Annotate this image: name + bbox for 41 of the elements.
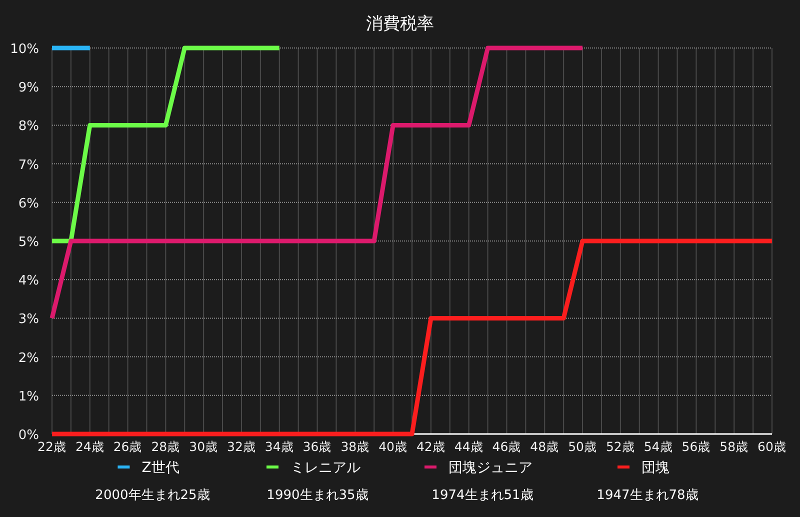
x-tick-label: 52歳 xyxy=(606,439,635,454)
x-tick-label: 46歳 xyxy=(492,439,522,454)
x-tick-label: 58歳 xyxy=(720,439,749,454)
x-tick-label: 56歳 xyxy=(682,439,711,454)
x-tick-label: 44歳 xyxy=(454,439,484,454)
legend-label: 団塊ジュニア xyxy=(448,460,532,476)
legend-label: ミレニアル xyxy=(290,460,360,476)
x-tick-label: 50歳 xyxy=(568,439,597,454)
y-tick-label: 1% xyxy=(18,389,39,404)
x-tick-label: 40歳 xyxy=(378,439,408,454)
chart-title: 消費税率 xyxy=(366,14,434,34)
x-tick-label: 26歳 xyxy=(113,439,142,454)
text: 2000年生まれ25歳 xyxy=(95,488,210,503)
y-tick-label: 7% xyxy=(18,158,39,173)
x-tick-label: 22歳 xyxy=(38,439,66,454)
y-tick-label: 2% xyxy=(18,350,39,366)
x-tick-label: 54歳 xyxy=(644,439,673,454)
x-tick-label: 32歳 xyxy=(227,439,256,454)
line-series xyxy=(50,46,585,320)
y-tick-label: 5% xyxy=(18,235,39,250)
y-tick-label: 3% xyxy=(18,312,39,328)
y-tick-label: 6% xyxy=(18,196,39,212)
x-tick-label: 36歳 xyxy=(302,439,332,454)
x-tick-label: 30歳 xyxy=(189,439,218,454)
x-tick-label: 42歳 xyxy=(416,439,446,454)
y-tick-label: 9% xyxy=(18,80,39,96)
y-tick-label: 4% xyxy=(18,274,39,289)
text: 1974生まれ51歳 xyxy=(432,488,534,503)
text: 1990生まれ35歳 xyxy=(266,488,368,503)
text: 1947生まれ78歳 xyxy=(596,488,698,503)
legend-label: 団塊 xyxy=(642,460,670,476)
x-tick-label: 48歳 xyxy=(530,439,560,454)
x-tick-label: 60歳 xyxy=(758,439,786,454)
x-tick-label: 34歳 xyxy=(264,439,294,454)
legend-label: Z世代 xyxy=(142,460,180,476)
x-tick-label: 28歳 xyxy=(151,439,180,454)
x-tick-label: 24歳 xyxy=(75,439,104,454)
x-tick-label: 38歳 xyxy=(340,439,370,454)
y-tick-label: 10% xyxy=(10,42,39,57)
y-tick-label: 8% xyxy=(18,119,39,134)
y-tick-label: 0% xyxy=(18,428,39,443)
